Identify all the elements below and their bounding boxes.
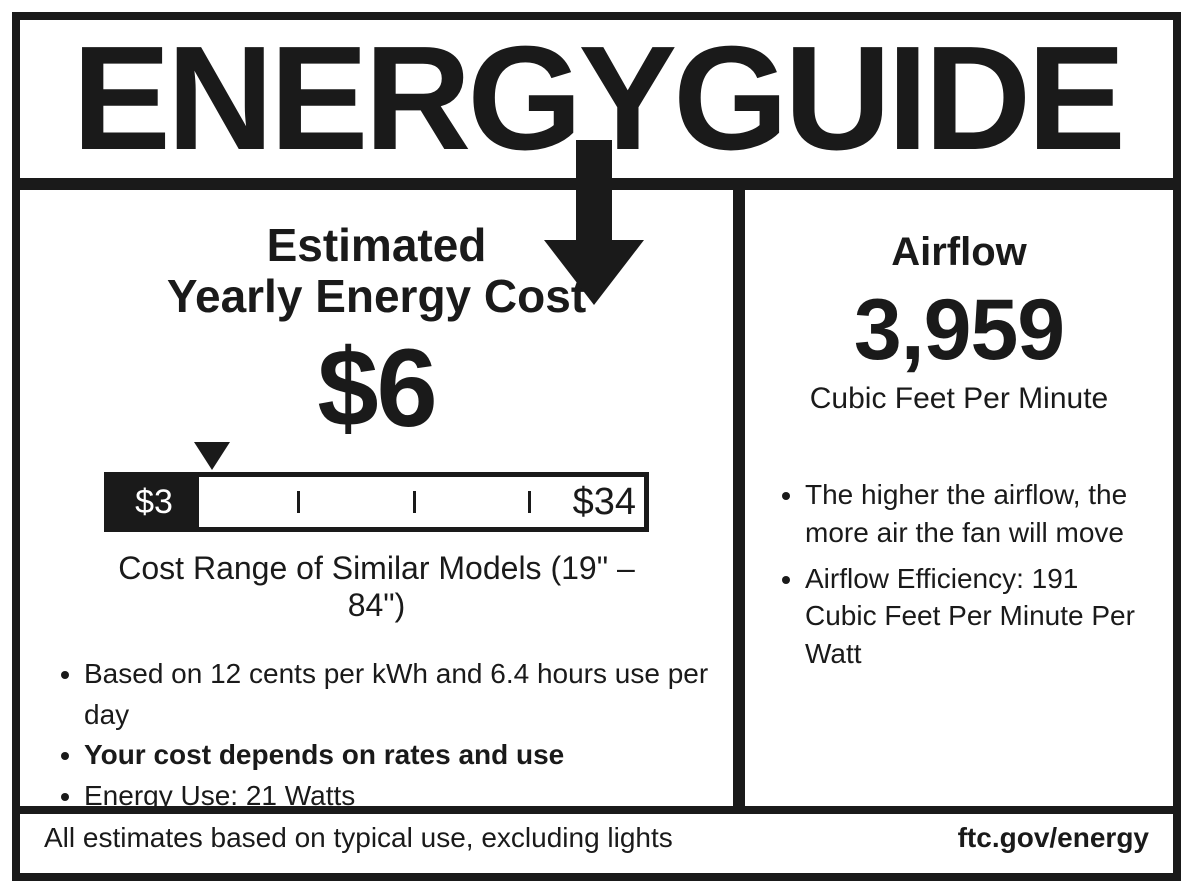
range-pointer-icon: [194, 442, 230, 472]
bullet-text: Airflow Efficiency: 191 Cubic Feet Per M…: [805, 563, 1135, 670]
range-caption: Cost Range of Similar Models (19" – 84"): [104, 550, 649, 624]
footer-note: All estimates based on typical use, excl…: [44, 822, 673, 854]
energy-guide-label: ENERGYGUIDE Estimated Yearly Energy Cost…: [12, 12, 1181, 881]
range-track: $34: [199, 477, 644, 527]
airflow-title: Airflow: [775, 230, 1143, 275]
airflow-unit: Cubic Feet Per Minute: [775, 382, 1143, 416]
range-bar: $3 $34: [104, 472, 649, 532]
airflow-value: 3,959: [775, 281, 1143, 380]
range-tick: [528, 491, 531, 513]
list-item: The higher the airflow, the more air the…: [805, 476, 1143, 552]
bullet-text: Based on 12 cents per kWh and 6.4 hours …: [84, 658, 708, 730]
cost-title-line2: Yearly Energy Cost: [167, 270, 586, 322]
list-item: Airflow Efficiency: 191 Cubic Feet Per M…: [805, 560, 1143, 673]
cost-value: $6: [44, 325, 709, 452]
bullet-text: Your cost depends on rates and use: [84, 739, 564, 770]
arrow-down-icon: [534, 140, 654, 310]
bullet-text: Energy Use: 21 Watts: [84, 780, 355, 811]
cost-range-chart: $3 $34 Cost Range of Similar Models (19"…: [104, 472, 649, 624]
range-tick: [413, 491, 416, 513]
footer-url: ftc.gov/energy: [958, 822, 1149, 854]
left-bullets: Based on 12 cents per kWh and 6.4 hours …: [44, 654, 709, 816]
list-item: Your cost depends on rates and use: [84, 735, 709, 776]
bullet-text: The higher the airflow, the more air the…: [805, 479, 1127, 548]
range-max-label: $34: [573, 481, 636, 524]
list-item: Energy Use: 21 Watts: [84, 776, 709, 817]
header: ENERGYGUIDE: [20, 20, 1173, 190]
range-tick: [297, 491, 300, 513]
list-item: Based on 12 cents per kWh and 6.4 hours …: [84, 654, 709, 735]
right-bullets: The higher the airflow, the more air the…: [775, 476, 1143, 673]
cost-title-line1: Estimated: [267, 219, 487, 271]
range-min-label: $3: [109, 477, 199, 527]
right-panel: Airflow 3,959 Cubic Feet Per Minute The …: [745, 190, 1173, 806]
